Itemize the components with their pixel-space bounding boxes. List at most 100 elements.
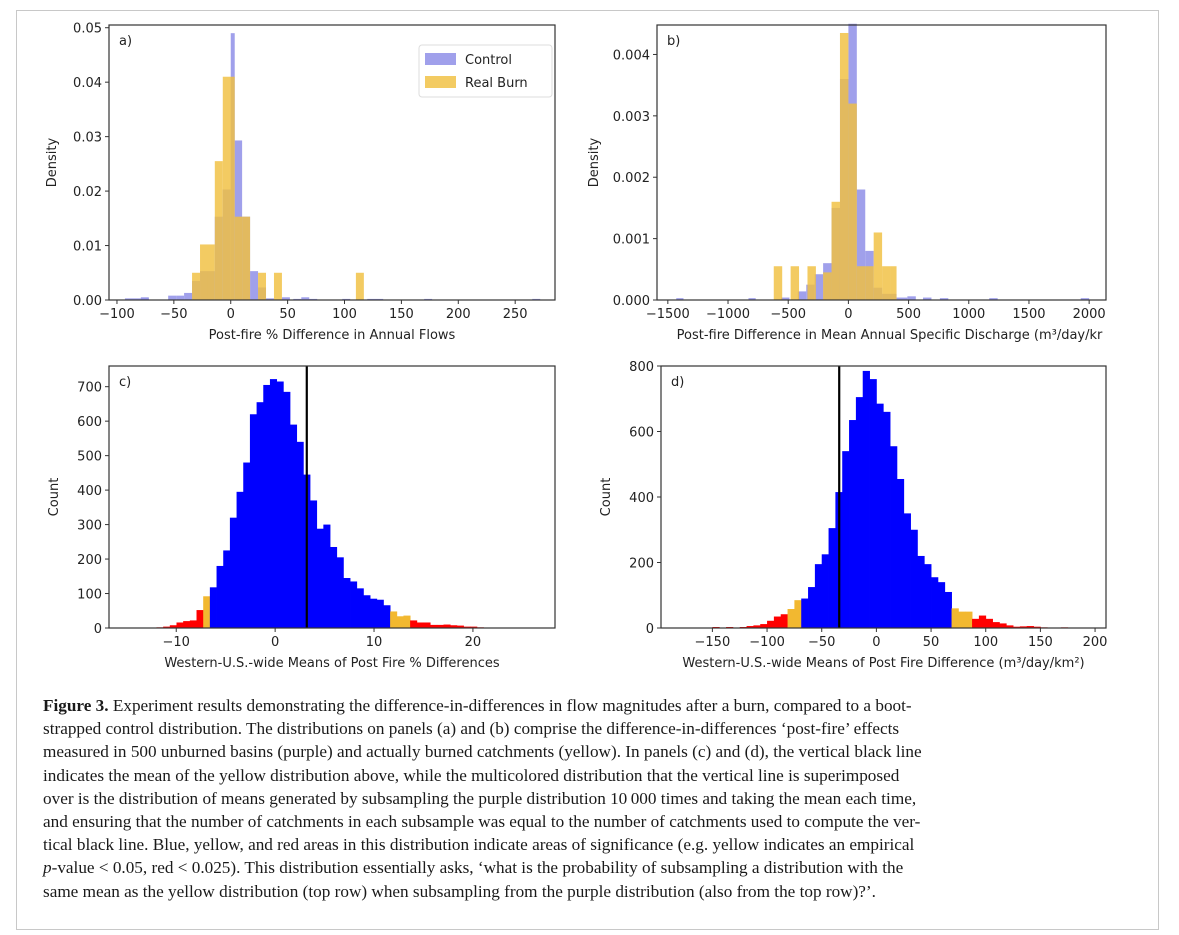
bar-blue <box>276 381 284 628</box>
bar-blue <box>801 598 809 628</box>
bar-blue <box>910 529 918 628</box>
x-tick-label: 500 <box>896 307 921 322</box>
bar-blue <box>855 397 864 628</box>
y-tick-label: 200 <box>77 553 102 568</box>
bar-red <box>767 620 775 628</box>
plot-frame <box>108 24 556 301</box>
y-tick-label: 0.04 <box>73 76 102 91</box>
bar-control <box>1080 298 1090 300</box>
bar-real-burn <box>192 272 201 300</box>
caption-line-1: Figure 3. Experiment results demonstrati… <box>43 696 912 715</box>
caption-line-5: over is the distribution of means genera… <box>43 788 917 808</box>
caption-line-7: tical black line. Blue, yellow, and red … <box>43 835 915 855</box>
y-axis-label: Count <box>599 478 614 517</box>
bar-blue <box>896 478 905 628</box>
x-axis-label: Western-U.S.-wide Means of Post Fire % D… <box>164 656 500 671</box>
bar-control <box>780 297 790 300</box>
bar-real-burn <box>355 272 364 300</box>
bar-control <box>814 274 824 300</box>
bar-red <box>972 618 980 628</box>
bar-red <box>773 616 782 628</box>
bar-blue <box>216 565 224 628</box>
bar-control <box>301 297 310 300</box>
y-axis-label: Count <box>47 478 62 517</box>
bar-yellow <box>203 596 211 628</box>
bar-red <box>999 623 1007 628</box>
bar-red <box>1013 626 1021 628</box>
bar-real-burn <box>882 266 891 300</box>
caption-line-2: strapped control distribution. The distr… <box>43 719 900 739</box>
bar-control <box>748 298 756 300</box>
y-tick-label: 400 <box>77 484 102 499</box>
x-tick-label: −50 <box>808 635 835 650</box>
x-tick-label: 100 <box>332 307 357 322</box>
bar-red <box>183 621 191 628</box>
x-tick-label: 0 <box>872 635 880 650</box>
bar-blue <box>376 599 384 628</box>
caption-line-8: p-value < 0.05, red < 0.025). This distr… <box>43 858 904 878</box>
x-tick-label: 1500 <box>1012 307 1045 322</box>
x-axis-label: Post-fire % Difference in Annual Flows <box>209 328 456 343</box>
bar-blue <box>263 384 271 628</box>
bar-red <box>176 622 184 628</box>
x-tick-label: 50 <box>923 635 940 650</box>
y-tick-label: 800 <box>629 360 654 375</box>
bar-real-burn <box>200 244 215 300</box>
x-tick-label: 20 <box>465 635 482 650</box>
x-axis-label: Western-U.S.-wide Means of Post Fire Dif… <box>682 656 1084 671</box>
x-axis-label: Post-fire Difference in Mean Annual Spec… <box>677 328 1103 343</box>
y-tick-label: 0.004 <box>613 48 650 63</box>
plot-frame <box>108 365 556 629</box>
x-tick-label: −150 <box>695 635 731 650</box>
panel-label: c) <box>119 375 131 390</box>
panel-c-histogram: −10 0 10 200100200300400500600700Western-U.… <box>47 365 556 671</box>
bar-blue <box>924 564 932 628</box>
bar-blue <box>249 414 257 628</box>
y-tick-label: 0.001 <box>613 233 650 248</box>
y-tick-label: 0 <box>94 622 102 637</box>
bar-blue <box>370 598 378 628</box>
bar-control <box>124 298 149 300</box>
bar-red <box>416 622 424 628</box>
bar-red <box>196 610 204 628</box>
bar-yellow <box>403 615 411 628</box>
x-tick-label: 10 <box>366 635 383 650</box>
legend-label-real-burn: Real Burn <box>465 76 528 91</box>
x-tick-label: 200 <box>1083 635 1108 650</box>
y-tick-label: 300 <box>77 519 102 534</box>
x-tick-label: 1000 <box>952 307 985 322</box>
y-tick-label: 0.000 <box>613 294 650 309</box>
bar-real-burn <box>848 103 857 300</box>
x-tick-label: −100 <box>99 307 135 322</box>
bar-blue <box>808 587 816 628</box>
bar-blue <box>937 582 946 628</box>
bar-red <box>1019 626 1028 628</box>
caption-line-9: same mean as the yellow distribution (to… <box>43 881 876 901</box>
bar-real-burn <box>234 216 243 300</box>
bar-control <box>989 298 998 300</box>
bar-red <box>410 620 418 628</box>
legend-swatch-control <box>425 53 456 65</box>
panel-a-histogram: −100 −50 0 50 100 150 200 250 0.00 0.01 0.02 0.03 0.… <box>45 22 556 343</box>
x-tick-label: 150 <box>389 307 414 322</box>
y-tick-label: 700 <box>77 381 102 396</box>
y-tick-label: 600 <box>77 415 102 430</box>
bar-blue <box>256 402 264 628</box>
bar-red <box>1026 626 1034 628</box>
y-tick-label: 0.002 <box>613 171 650 186</box>
y-tick-label: 0.02 <box>73 185 102 200</box>
bar-real-burn <box>831 201 840 300</box>
bar-red <box>189 620 197 628</box>
y-tick-label: 0 <box>646 622 654 637</box>
bar-blue <box>350 581 358 628</box>
x-tick-label: 0 <box>227 307 235 322</box>
bar-red <box>456 625 464 628</box>
bar-control <box>907 296 916 300</box>
bar-yellow <box>396 616 404 628</box>
figure-label: Figure 3. <box>43 696 109 715</box>
bar-red <box>760 624 768 628</box>
x-tick-label: 50 <box>279 307 296 322</box>
bar-real-burn <box>873 232 883 300</box>
x-tick-label: 100 <box>973 635 998 650</box>
bar-red <box>430 624 438 628</box>
